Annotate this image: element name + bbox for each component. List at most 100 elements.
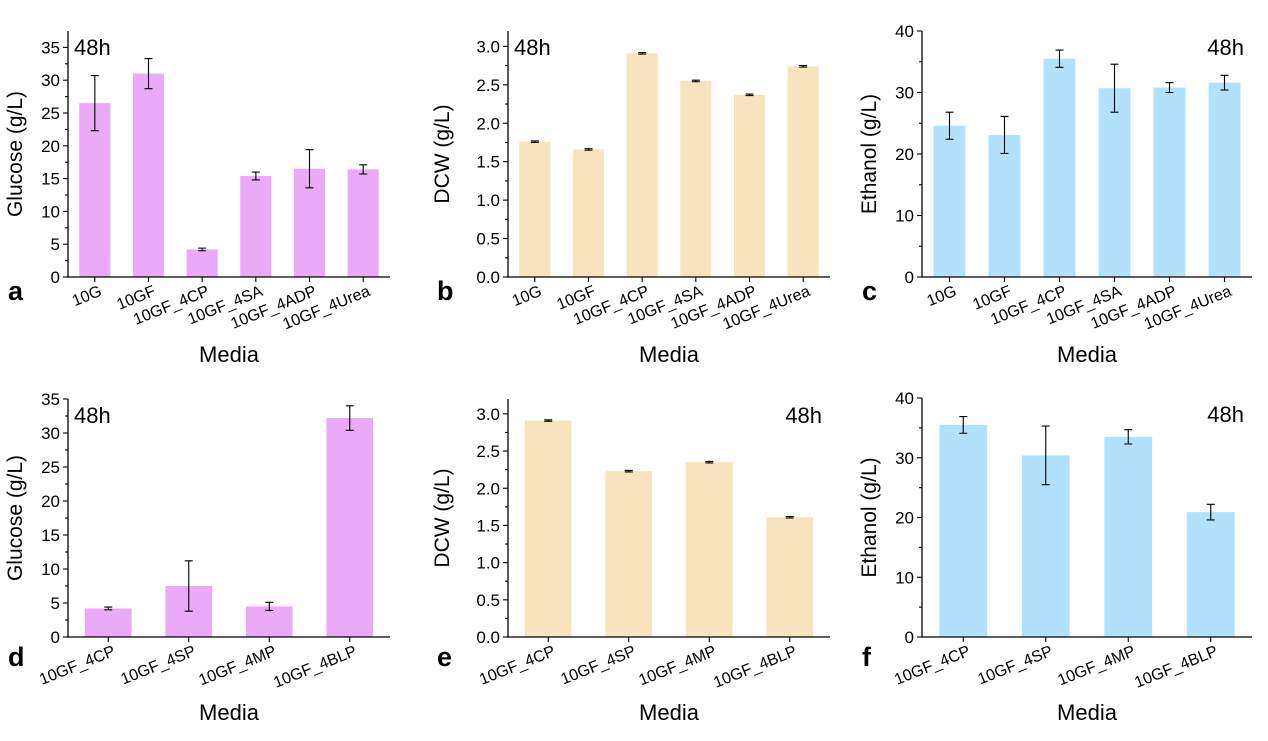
x-axis-title: Media	[199, 700, 260, 725]
error-bar	[638, 51, 647, 55]
y-tick-label: 10	[41, 202, 60, 221]
error-bar	[265, 601, 274, 612]
y-tick-label: 25	[41, 104, 60, 123]
bar	[1153, 87, 1186, 277]
y-tick-label: 0.0	[476, 628, 500, 647]
y-tick-label: 20	[41, 492, 60, 511]
error-bar	[144, 58, 153, 90]
bar	[685, 462, 733, 637]
bar	[1104, 436, 1153, 637]
x-tick-label: 10GF_4CP	[892, 643, 973, 689]
error-bar	[359, 164, 368, 175]
bar	[787, 66, 819, 277]
bar	[524, 420, 572, 637]
error-bar	[530, 140, 539, 144]
error-bar	[1110, 63, 1119, 113]
y-tick-label: 0	[51, 268, 60, 287]
y-tick-label: 5	[51, 235, 60, 254]
y-axis-title: Ethanol (g/L)	[858, 457, 881, 577]
bar	[1208, 82, 1241, 277]
x-axis-title: Media	[639, 342, 700, 367]
error-bar	[1220, 74, 1229, 91]
bar	[572, 149, 605, 277]
y-tick-label: 2.5	[476, 76, 500, 95]
time-label: 48h	[74, 35, 111, 60]
y-tick-label: 3.0	[476, 37, 500, 56]
bar	[605, 471, 653, 637]
y-tick-label: 0.5	[476, 230, 500, 249]
y-tick-label: 0	[905, 268, 914, 287]
x-axis-title: Media	[199, 342, 260, 367]
bar	[1021, 455, 1070, 637]
bar	[79, 103, 111, 277]
bar	[186, 249, 218, 277]
y-tick-label: 1.5	[476, 516, 500, 535]
bar	[1043, 58, 1076, 277]
error-bar	[584, 148, 593, 151]
x-tick-label: 10GF_4CP	[477, 643, 558, 689]
error-bar	[624, 469, 633, 473]
x-tick-label: 10GF_4SP	[975, 643, 1055, 688]
error-bar	[345, 405, 354, 431]
panel-letter: c	[862, 276, 877, 306]
y-tick-label: 2.0	[476, 114, 500, 133]
y-tick-label: 30	[895, 84, 914, 103]
x-tick-label: 10GF_4MP	[1056, 643, 1138, 689]
panel-letter: b	[437, 276, 454, 306]
error-bar	[705, 460, 714, 464]
y-tick-label: 30	[41, 71, 60, 90]
y-tick-label: 20	[895, 509, 914, 528]
time-label: 48h	[785, 403, 822, 428]
bar	[733, 94, 766, 278]
x-tick-label: 10GF_4BLP	[711, 643, 799, 692]
x-axis-title: Media	[1057, 700, 1118, 725]
time-label: 48h	[514, 35, 551, 60]
y-tick-label: 1.5	[476, 153, 500, 172]
x-tick-label: 10G	[70, 283, 104, 310]
y-tick-label: 35	[41, 38, 60, 57]
error-bar	[945, 111, 954, 140]
axis-frame	[921, 31, 1252, 278]
bar	[939, 424, 988, 637]
y-tick-label: 15	[41, 526, 60, 545]
y-tick-label: 35	[41, 390, 60, 409]
error-bar	[1041, 425, 1050, 486]
x-tick-label: 10GF_4SP	[118, 643, 198, 688]
x-tick-label: 10GF_4CP	[37, 643, 118, 689]
error-bar	[1165, 82, 1174, 94]
bar	[326, 418, 374, 637]
x-axis-title: Media	[639, 700, 700, 725]
x-tick-label: 10GF_4SP	[558, 643, 638, 688]
bar	[240, 175, 272, 277]
bar	[933, 125, 966, 278]
y-tick-label: 0.5	[476, 591, 500, 610]
bar	[84, 608, 132, 637]
x-tick-label: 10GF_4MP	[197, 643, 279, 689]
x-tick-label: 10GF_4MP	[637, 643, 719, 689]
error-bar	[104, 606, 113, 611]
y-tick-label: 20	[41, 137, 60, 156]
bar	[1098, 88, 1131, 277]
error-bar	[90, 75, 99, 132]
error-bar	[1000, 115, 1009, 154]
x-tick-label: 10G	[510, 283, 544, 310]
error-bar	[305, 149, 314, 189]
error-bar	[198, 247, 207, 252]
y-tick-label: 30	[41, 424, 60, 443]
error-bar	[959, 415, 968, 434]
axis-frame	[67, 31, 390, 278]
y-tick-label: 0.0	[476, 268, 500, 287]
chart-panel-f: 0 10 20 30 40 10GF_4CP 10GF_4SP 10GF_4MP10GF_4B…	[858, 389, 1252, 725]
panel-letter: e	[437, 642, 452, 672]
y-axis-title: DCW (g/L)	[431, 104, 454, 203]
y-axis-title: DCW (g/L)	[431, 468, 454, 567]
x-tick-label: 10GF_4BLP	[271, 643, 359, 692]
bar	[519, 141, 551, 277]
time-label: 48h	[1207, 402, 1244, 427]
bar	[626, 53, 658, 278]
error-bar	[785, 515, 794, 519]
y-axis-title: Glucose (g/L)	[4, 91, 27, 217]
